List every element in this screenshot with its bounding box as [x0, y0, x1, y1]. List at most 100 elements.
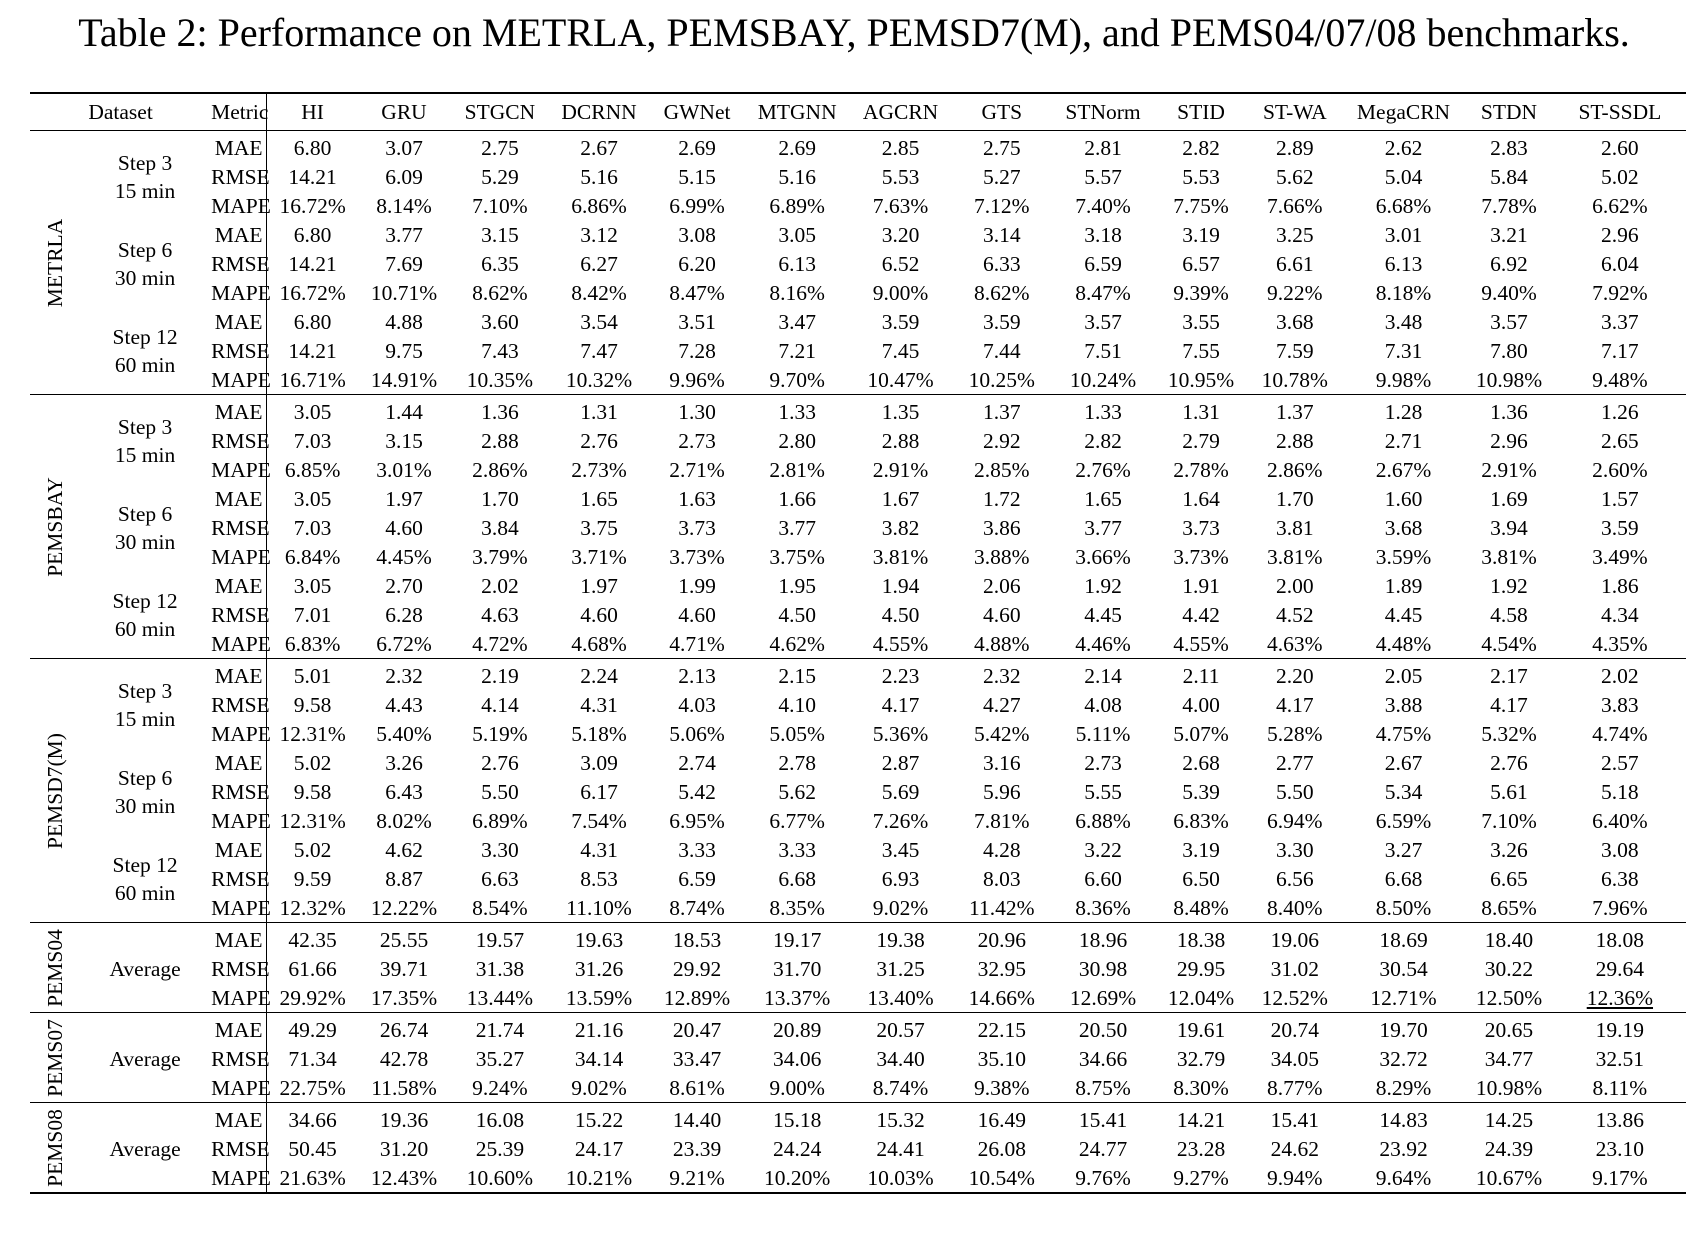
header-model: STID [1177, 100, 1225, 124]
value-cell: 14.21 [288, 251, 337, 276]
value-cell: 3.07 [385, 135, 423, 160]
value-cell: 4.63% [1267, 631, 1323, 656]
value-cell: 4.45 [1084, 602, 1122, 627]
value-cell: 3.48 [1384, 309, 1423, 334]
value-cell: 30.54 [1379, 956, 1428, 981]
horizon-label: Step 12 60 min [79, 571, 211, 659]
horizon-text: 60 min [114, 880, 176, 905]
value-cell: 2.32 [385, 663, 423, 688]
table-row: MAPE 6.85% 3.01% 2.86% 2.73% 2.71% 2.81% 2.91% 2… [30, 455, 1686, 484]
value-cell: 26.74 [379, 1017, 429, 1042]
value-cell: 9.98% [1375, 367, 1432, 392]
header-model: GWNet [663, 100, 731, 124]
value-cell: 5.02 [293, 837, 332, 862]
value-cell: 6.63 [481, 866, 519, 891]
value-cell: 34.66 [1078, 1046, 1128, 1071]
value-cell: 6.59 [678, 866, 716, 891]
horizon-text: 60 min [114, 616, 176, 641]
table-row: MAPE 6.83% 6.72% 4.72% 4.68% 4.71% 4.62% 4.55% 4… [30, 629, 1686, 659]
value-cell: 8.65% [1481, 895, 1537, 920]
value-cell: 5.69 [881, 779, 920, 804]
value-cell: 5.18 [1601, 779, 1639, 804]
value-cell: 5.06% [669, 721, 725, 746]
value-cell: 3.20 [881, 222, 920, 247]
value-cell: 11.58% [371, 1075, 437, 1100]
value-cell: 3.73% [1173, 544, 1229, 569]
header-model: ST-SSDL [1578, 100, 1662, 124]
value-cell: 7.78% [1481, 193, 1537, 218]
value-cell: 6.35 [481, 251, 519, 276]
value-cell: 1.35 [881, 399, 920, 424]
value-cell: 3.33 [678, 837, 716, 862]
value-cell: 4.60 [678, 602, 716, 627]
horizon-text: Average [109, 956, 181, 981]
value-cell: 10.98% [1475, 367, 1543, 392]
value-cell: 1.60 [1384, 486, 1423, 511]
value-cell: 3.71% [571, 544, 627, 569]
value-cell: 30.98 [1078, 956, 1128, 981]
table-row: PEMS08 Average MAE 34.66 19.36 16.08 15.22 14.4… [30, 1102, 1686, 1186]
metric-cell: MAPE [211, 278, 271, 307]
value-cell: 9.02% [872, 895, 929, 920]
value-cell: 7.10% [1481, 808, 1537, 833]
value-cell: 20.96 [977, 927, 1026, 952]
value-cell: 8.87 [385, 866, 423, 891]
value-cell: 1.65 [1084, 486, 1122, 511]
value-cell: 8.62% [472, 280, 528, 305]
value-cell: 5.05% [769, 721, 825, 746]
value-cell: 4.74% [1592, 721, 1648, 746]
value-cell: 1.31 [580, 399, 618, 424]
value-cell: 24.39 [1484, 1136, 1534, 1161]
value-cell: 34.77 [1484, 1046, 1534, 1071]
value-cell: 4.55% [1173, 631, 1229, 656]
dataset-label: PEMS04 [30, 923, 79, 1013]
value-cell: 9.00% [872, 280, 929, 305]
value-cell: 4.50 [778, 602, 816, 627]
metric-cell: MAE [211, 307, 268, 336]
value-cell: 7.26% [872, 808, 929, 833]
value-cell: 9.02% [571, 1075, 627, 1100]
value-cell: 3.68 [1276, 309, 1314, 334]
value-cell: 3.12 [580, 222, 618, 247]
value-cell: 1.91 [1182, 573, 1220, 598]
dataset-label: PEMSBAY [30, 395, 79, 659]
table-row: MAPE 16.72% 10.71% 8.62% 8.42% 8.47% 8.16% 9.00… [30, 278, 1686, 307]
value-cell: 35.10 [977, 1046, 1026, 1071]
metric-cell: MAE [211, 748, 268, 777]
value-cell: 3.05 [293, 573, 332, 598]
value-cell: 8.35% [769, 895, 825, 920]
table-row: RMSE 71.34 42.78 35.27 34.14 33.47 34.06 34.40 3… [30, 1044, 1686, 1073]
value-cell: 2.74 [678, 750, 716, 775]
metric-cell: MAE [211, 1102, 268, 1134]
value-cell: 5.27 [982, 164, 1021, 189]
results-table: Dataset Metric HI GRU STGCN DCRNN GWNet MTGNN… [30, 92, 1686, 1194]
value-cell: 14.83 [1379, 1107, 1428, 1132]
value-cell: 10.35% [466, 367, 534, 392]
value-cell: 5.04 [1384, 164, 1423, 189]
metric-cell: MAPE [211, 1163, 271, 1193]
value-cell: 12.22% [370, 895, 438, 920]
value-cell: 16.71% [279, 367, 346, 392]
value-cell: 42.35 [288, 927, 337, 952]
value-cell: 6.60 [1084, 866, 1122, 891]
value-cell: 4.31 [580, 692, 618, 717]
value-cell: 20.74 [1270, 1017, 1319, 1042]
value-cell: 10.25% [968, 367, 1035, 392]
value-cell: 3.59% [1375, 544, 1432, 569]
value-cell: 9.38% [974, 1075, 1030, 1100]
value-cell: 5.62 [1276, 164, 1314, 189]
header-dataset: Dataset [88, 100, 153, 124]
value-cell: 8.74% [872, 1075, 929, 1100]
value-cell: 10.20% [764, 1165, 831, 1190]
value-cell: 34.40 [876, 1046, 925, 1071]
value-cell: 4.31 [580, 837, 618, 862]
dataset-name: PEMSBAY [42, 476, 67, 577]
value-cell: 19.61 [1176, 1017, 1226, 1042]
metric-cell: MAPE [211, 806, 271, 835]
value-cell: 3.81% [1481, 544, 1537, 569]
value-cell: 5.16 [580, 164, 618, 189]
value-cell: 5.57 [1084, 164, 1122, 189]
value-cell: 2.67 [1384, 750, 1423, 775]
value-cell: 2.23 [881, 663, 920, 688]
horizon-text: Step 6 [117, 237, 173, 262]
